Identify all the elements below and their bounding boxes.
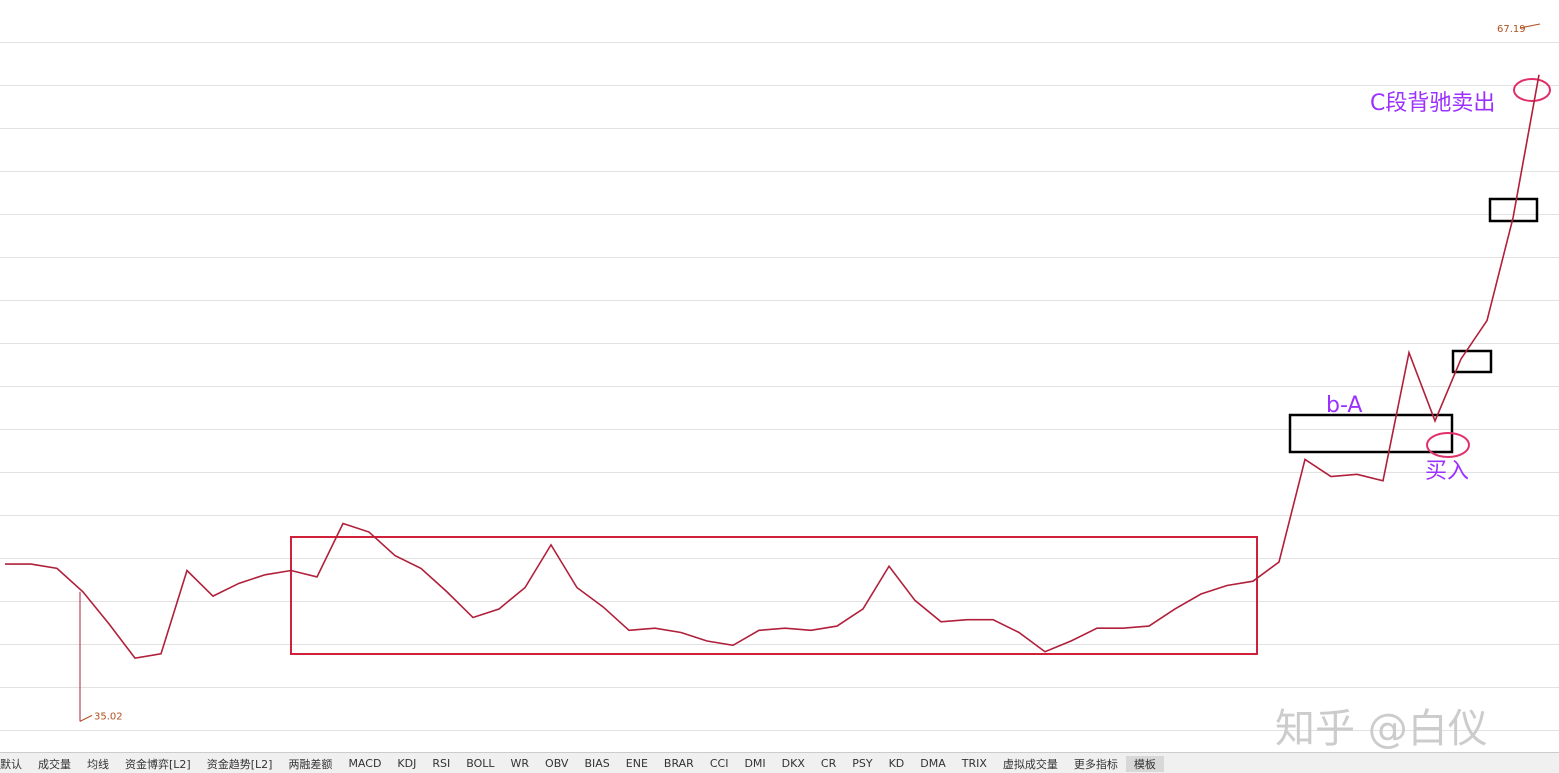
tab[interactable]: KD — [888, 757, 905, 770]
annotation: C段背驰卖出 — [1370, 91, 1495, 116]
tab[interactable]: BOLL — [466, 757, 495, 770]
tab[interactable]: 默认 — [0, 757, 22, 771]
tab[interactable]: BRAR — [663, 757, 694, 770]
tab[interactable]: 资金博弈[L2] — [125, 757, 191, 771]
tab[interactable]: 更多指标 — [1073, 757, 1118, 771]
watermark: 知乎 @白仪 — [1275, 706, 1488, 752]
tab[interactable]: KDJ — [397, 757, 417, 770]
tab[interactable]: 虚拟成交量 — [1002, 757, 1058, 771]
tab[interactable]: OBV — [545, 757, 569, 770]
pivot-box — [1451, 349, 1493, 374]
tab[interactable]: 资金趋势[L2] — [206, 757, 273, 771]
tab[interactable]: 成交量 — [38, 757, 71, 771]
buy-circle — [1426, 432, 1470, 458]
tab[interactable]: CCI — [709, 757, 729, 770]
tab[interactable]: WR — [510, 757, 530, 770]
tab[interactable]: TRIX — [961, 757, 987, 770]
tab-bar: 默认 成交量 均线 资金博弈[L2] 资金趋势[L2] 两融差额 MACD KDJ RSI BOL… — [0, 752, 1559, 773]
price-line — [5, 74, 1540, 659]
sell-circle — [1513, 78, 1551, 102]
annotation: 买入 — [1425, 459, 1469, 484]
tab[interactable]: MACD — [348, 757, 382, 770]
tab[interactable]: DMA — [920, 757, 946, 770]
low-label: 35.02 — [94, 711, 123, 722]
high-marker — [1519, 23, 1541, 29]
tab[interactable]: RSI — [432, 757, 451, 770]
annotation: b-A — [1326, 393, 1362, 418]
high-label: 67.19 — [1497, 24, 1526, 35]
tab[interactable]: CR — [820, 757, 837, 770]
tab[interactable]: 模板 — [1125, 755, 1164, 772]
tab[interactable]: 均线 — [87, 757, 109, 771]
pivot-box — [1488, 197, 1539, 223]
low-marker — [79, 714, 93, 722]
tab[interactable]: BIAS — [584, 757, 610, 770]
tab[interactable]: DMI — [744, 757, 766, 770]
range-box — [290, 536, 1258, 655]
tab[interactable]: 两融差额 — [288, 757, 333, 771]
tab[interactable]: PSY — [852, 757, 873, 770]
tab[interactable]: ENE — [625, 757, 648, 770]
tab[interactable]: DKX — [781, 757, 805, 770]
chart: C段背驰卖出 b-A 买入 知乎 @白仪 67.19 35.02 — [0, 0, 1559, 752]
